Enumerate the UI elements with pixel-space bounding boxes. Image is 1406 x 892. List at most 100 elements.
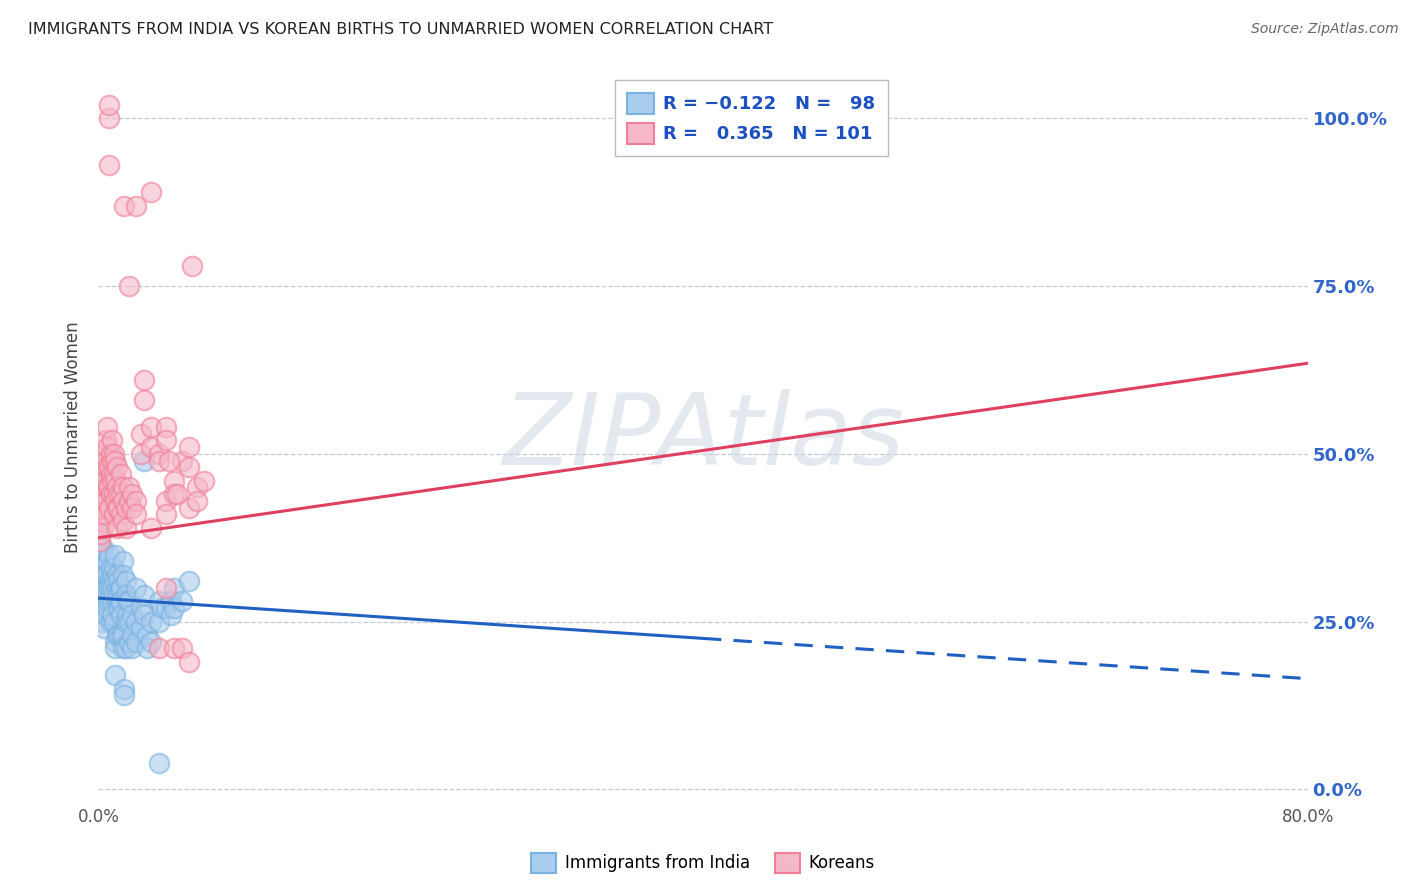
Point bbox=[114, 574, 136, 589]
Point bbox=[100, 487, 122, 501]
Point bbox=[103, 508, 125, 522]
Point bbox=[110, 487, 132, 501]
Point bbox=[101, 567, 124, 582]
Point bbox=[163, 474, 186, 488]
Point bbox=[179, 574, 201, 589]
Point bbox=[111, 514, 134, 528]
Point bbox=[94, 453, 117, 467]
Point bbox=[98, 548, 121, 562]
Point bbox=[89, 581, 111, 595]
Point bbox=[89, 521, 111, 535]
Point bbox=[112, 198, 135, 212]
Point bbox=[101, 594, 124, 608]
Point bbox=[105, 521, 128, 535]
Text: Source: ZipAtlas.com: Source: ZipAtlas.com bbox=[1251, 22, 1399, 37]
Point bbox=[115, 594, 138, 608]
Point bbox=[105, 460, 128, 475]
Point bbox=[98, 594, 121, 608]
Point bbox=[125, 198, 148, 212]
Point bbox=[94, 594, 117, 608]
Point bbox=[114, 641, 136, 656]
Point bbox=[181, 259, 204, 273]
Point bbox=[107, 574, 129, 589]
Point bbox=[125, 615, 148, 629]
Point bbox=[110, 581, 132, 595]
Point bbox=[148, 756, 170, 770]
Point bbox=[112, 681, 135, 696]
Y-axis label: Births to Unmarried Women: Births to Unmarried Women bbox=[65, 321, 83, 553]
Point bbox=[93, 588, 115, 602]
Point bbox=[100, 467, 122, 481]
Point bbox=[98, 460, 121, 475]
Point bbox=[100, 588, 122, 602]
Point bbox=[90, 581, 112, 595]
Point bbox=[98, 574, 121, 589]
Point bbox=[141, 185, 163, 199]
Point bbox=[91, 581, 114, 595]
Point bbox=[101, 474, 124, 488]
Point bbox=[100, 447, 122, 461]
Point bbox=[96, 567, 118, 582]
Point bbox=[91, 541, 114, 555]
Point bbox=[125, 581, 148, 595]
Point bbox=[160, 594, 183, 608]
Point bbox=[193, 474, 215, 488]
Point bbox=[118, 615, 141, 629]
Point bbox=[90, 594, 112, 608]
Point bbox=[141, 420, 163, 434]
Point bbox=[111, 480, 134, 494]
Point bbox=[170, 453, 193, 467]
Point bbox=[91, 460, 114, 475]
Point bbox=[104, 474, 127, 488]
Point bbox=[110, 508, 132, 522]
Point bbox=[163, 601, 186, 615]
Point bbox=[96, 460, 118, 475]
Point bbox=[166, 487, 188, 501]
Point bbox=[90, 493, 112, 508]
Point bbox=[105, 480, 128, 494]
Point bbox=[105, 500, 128, 515]
Point bbox=[141, 615, 163, 629]
Point bbox=[107, 628, 129, 642]
Point bbox=[94, 607, 117, 622]
Text: ZIPAtlas: ZIPAtlas bbox=[502, 389, 904, 485]
Point bbox=[148, 453, 170, 467]
Point bbox=[132, 607, 155, 622]
Point bbox=[90, 514, 112, 528]
Point bbox=[163, 641, 186, 656]
Point bbox=[111, 641, 134, 656]
Point bbox=[114, 521, 136, 535]
Point bbox=[98, 581, 121, 595]
Point bbox=[121, 628, 143, 642]
Point bbox=[91, 615, 114, 629]
Point bbox=[103, 487, 125, 501]
Point bbox=[90, 527, 112, 541]
Point bbox=[96, 601, 118, 615]
Point bbox=[121, 500, 143, 515]
Point bbox=[100, 615, 122, 629]
Point bbox=[179, 460, 201, 475]
Point bbox=[179, 440, 201, 454]
Point bbox=[107, 487, 129, 501]
Point bbox=[132, 393, 155, 408]
Point bbox=[104, 641, 127, 656]
Point bbox=[186, 493, 208, 508]
Point bbox=[104, 668, 127, 682]
Point bbox=[96, 588, 118, 602]
Point bbox=[155, 434, 177, 448]
Point bbox=[94, 567, 117, 582]
Point bbox=[111, 554, 134, 568]
Point bbox=[118, 480, 141, 494]
Point bbox=[150, 601, 173, 615]
Point bbox=[125, 493, 148, 508]
Point bbox=[132, 453, 155, 467]
Point bbox=[110, 607, 132, 622]
Point bbox=[155, 493, 177, 508]
Point bbox=[105, 628, 128, 642]
Point bbox=[91, 567, 114, 582]
Point bbox=[105, 594, 128, 608]
Point bbox=[111, 567, 134, 582]
Point bbox=[135, 628, 157, 642]
Point bbox=[110, 628, 132, 642]
Point bbox=[160, 607, 183, 622]
